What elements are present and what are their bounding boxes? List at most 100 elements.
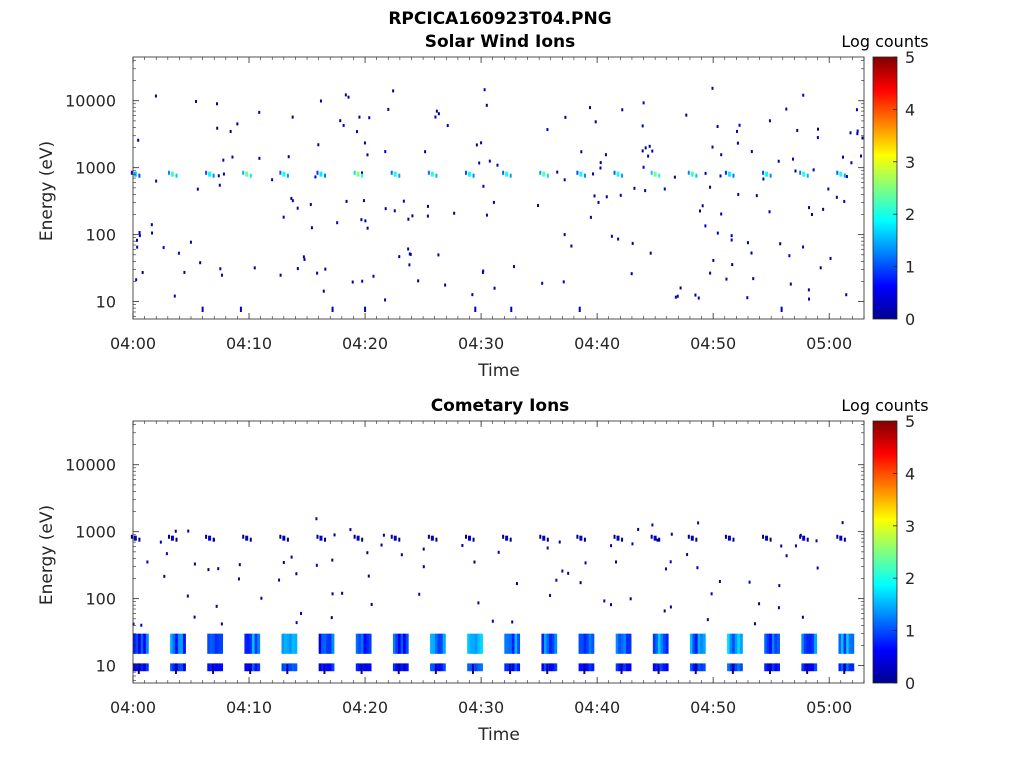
background-count xyxy=(222,158,225,162)
background-count xyxy=(750,251,753,255)
band-tail xyxy=(731,664,734,674)
background-count xyxy=(802,245,805,249)
background-count xyxy=(594,120,597,124)
background-count xyxy=(792,157,795,161)
band-cell xyxy=(398,633,402,654)
background-count xyxy=(593,194,596,198)
band-cell xyxy=(727,633,731,654)
background-count xyxy=(426,214,429,218)
band-cell xyxy=(549,633,553,654)
x-axis-label: Time xyxy=(477,725,520,745)
background-count xyxy=(360,218,363,222)
background-count xyxy=(132,622,135,626)
background-count xyxy=(822,207,825,211)
peak-cell xyxy=(316,534,319,539)
background-count xyxy=(303,257,306,261)
background-count xyxy=(664,567,667,571)
band-cell xyxy=(591,633,595,654)
band-cell xyxy=(655,633,659,654)
background-count xyxy=(579,581,582,585)
cometary-band xyxy=(838,633,855,674)
background-count xyxy=(592,172,595,176)
background-count xyxy=(333,533,336,537)
figure-title: RPCICA160923T04.PNG xyxy=(388,9,611,29)
peak-cell xyxy=(319,535,323,541)
peak-cell xyxy=(361,173,364,178)
background-count xyxy=(706,618,709,622)
panel-cometary: 04:00 04:10 04:20 04:30 04:40 04:50 05:0010100… xyxy=(37,396,929,745)
band-cell xyxy=(841,633,845,654)
background-count xyxy=(347,95,350,99)
background-count xyxy=(633,186,636,190)
band-cell xyxy=(170,663,174,672)
background-count xyxy=(762,177,765,181)
peak-cell xyxy=(687,534,690,539)
y-tick-label: 10000 xyxy=(65,456,116,475)
background-count xyxy=(422,565,425,569)
background-count xyxy=(676,294,679,298)
background-count xyxy=(342,123,345,127)
background-count xyxy=(196,187,199,191)
band-cell xyxy=(771,663,775,672)
background-count xyxy=(137,138,140,142)
peak-cell xyxy=(695,537,698,542)
band-cell xyxy=(771,633,775,654)
peak-cell xyxy=(836,170,839,175)
band-cell xyxy=(801,663,805,672)
low-energy-streak xyxy=(578,306,581,312)
cometary-band xyxy=(207,633,224,674)
y-tick-label: 100 xyxy=(85,226,116,245)
band-cell xyxy=(358,663,362,672)
band-cell xyxy=(625,633,629,654)
peak-cell xyxy=(836,534,839,539)
background-count xyxy=(437,253,440,257)
background-count xyxy=(849,131,852,135)
peak-cell xyxy=(769,173,772,178)
background-count xyxy=(336,221,339,225)
band-cell xyxy=(541,633,545,654)
background-count xyxy=(310,226,313,230)
band-tail xyxy=(583,664,586,674)
band-cell xyxy=(403,663,407,672)
background-count xyxy=(193,562,196,566)
background-count xyxy=(485,213,488,217)
peak-cell xyxy=(762,170,765,175)
background-count xyxy=(173,294,176,298)
background-count xyxy=(819,266,822,270)
background-count xyxy=(282,561,285,565)
background-count xyxy=(670,532,673,536)
band-cell xyxy=(766,633,770,654)
background-count xyxy=(730,234,733,238)
background-count xyxy=(215,102,218,106)
cometary-band xyxy=(355,633,372,674)
background-count xyxy=(752,277,755,281)
background-count xyxy=(162,246,165,250)
band-cell xyxy=(814,633,818,654)
peak-cell xyxy=(208,171,212,177)
background-count xyxy=(138,234,141,238)
background-count xyxy=(222,172,225,176)
background-count xyxy=(408,252,411,256)
background-count xyxy=(480,141,483,145)
band-cell xyxy=(776,633,780,654)
band-cell xyxy=(514,633,518,654)
band-cell xyxy=(851,633,855,654)
background-count xyxy=(491,619,494,623)
band-cell xyxy=(588,663,592,672)
band-cell xyxy=(207,663,211,672)
peak-cell xyxy=(542,171,546,177)
band-cell xyxy=(442,663,446,672)
background-count xyxy=(656,538,659,542)
peak-cell xyxy=(509,173,512,178)
band-cell xyxy=(254,633,258,654)
background-count xyxy=(215,604,218,608)
peak-cell xyxy=(806,173,809,178)
band-cell xyxy=(284,633,288,654)
background-count xyxy=(238,563,241,567)
background-count xyxy=(461,543,464,547)
colorbar-tick-label: 4 xyxy=(905,464,915,483)
peak-cell xyxy=(138,537,141,542)
band-cell xyxy=(588,633,592,654)
colorbar-label: Log counts xyxy=(841,396,928,415)
background-count xyxy=(694,293,697,297)
